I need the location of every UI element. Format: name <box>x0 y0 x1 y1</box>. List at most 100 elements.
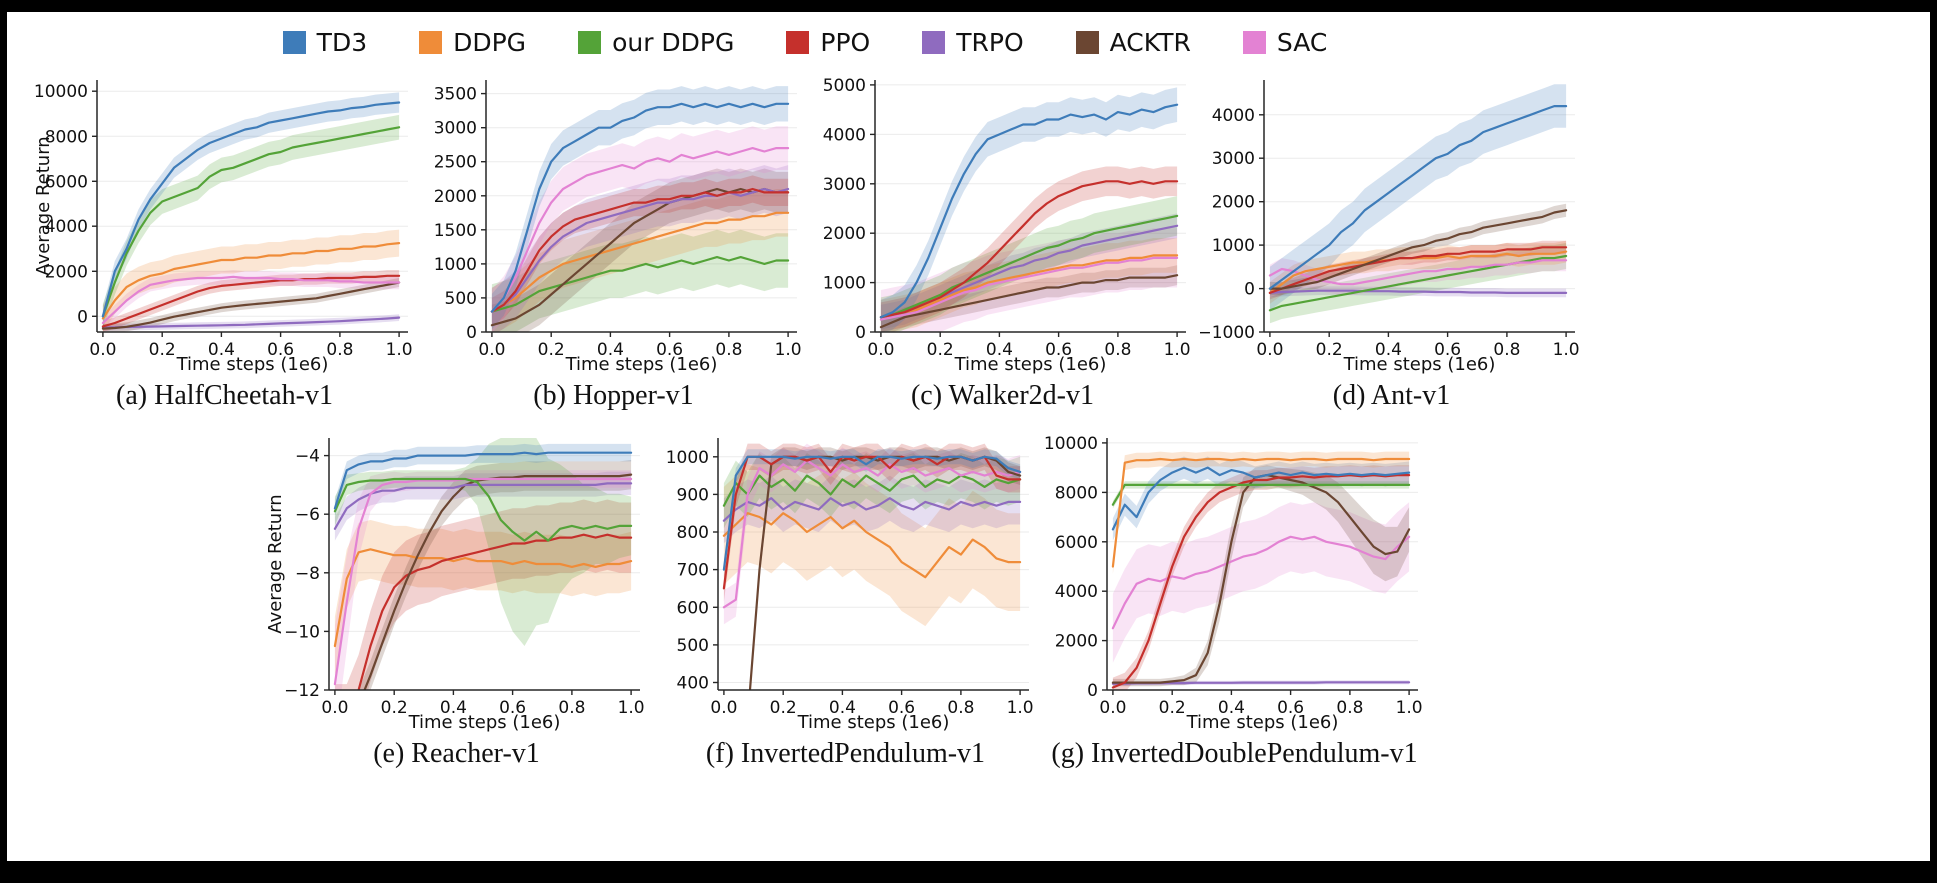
svg-text:2500: 2500 <box>434 153 477 173</box>
svg-text:0.2: 0.2 <box>1159 698 1186 718</box>
plot-walker2d: 0.0 0.2 0.4 0.6 0.8 1.0 0 1000 2000 3000 4000 5000 T… <box>811 70 1194 376</box>
legend-label-sac: SAC <box>1276 27 1328 57</box>
svg-text:6000: 6000 <box>1055 533 1098 553</box>
plot-halfcheetah: 0.0 0.2 0.4 0.6 0.8 1.0 0 2000 4000 6000 8000 10000… <box>33 70 416 376</box>
svg-text:0.6: 0.6 <box>888 698 915 718</box>
svg-text:0.8: 0.8 <box>1336 698 1363 718</box>
legend-label-ddpg: DDPG <box>453 27 527 57</box>
legend-item-ppo: PPO <box>786 28 870 57</box>
svg-text:0.4: 0.4 <box>208 340 235 360</box>
svg-text:0.8: 0.8 <box>1493 340 1520 360</box>
svg-text:0.4: 0.4 <box>986 340 1013 360</box>
svg-text:1500: 1500 <box>434 221 477 241</box>
chart-caption-inverteddoublependulum: (g) InvertedDoublePendulum-v1 <box>1051 738 1418 769</box>
legend-swatch-our-ddpg <box>578 30 602 54</box>
svg-text:0.2: 0.2 <box>538 340 565 360</box>
svg-text:Average Return: Average Return <box>33 136 54 275</box>
chart-caption-ant: (d) Ant-v1 <box>1332 380 1451 411</box>
svg-text:0: 0 <box>466 323 477 343</box>
svg-text:0.4: 0.4 <box>1218 698 1245 718</box>
svg-text:1.0: 1.0 <box>1553 340 1580 360</box>
svg-text:0.6: 0.6 <box>267 340 294 360</box>
chart-reacher: 0.0 0.2 0.4 0.6 0.8 1.0 −12 −10 −8 −6 −4 Time steps… <box>265 428 648 770</box>
legend-swatch-td3 <box>282 30 306 54</box>
svg-text:Time steps (1e6): Time steps (1e6) <box>1343 354 1496 375</box>
svg-text:600: 600 <box>677 598 709 618</box>
svg-text:6000: 6000 <box>45 172 88 192</box>
svg-text:900: 900 <box>677 485 709 505</box>
svg-text:3500: 3500 <box>434 85 477 105</box>
legend-swatch-ddpg <box>419 30 443 54</box>
svg-text:0.2: 0.2 <box>1316 340 1343 360</box>
chart-invertedpendulum: 0.0 0.2 0.4 0.6 0.8 1.0 400 500 600 700 800 900 1000… <box>654 428 1037 770</box>
svg-text:Time steps (1e6): Time steps (1e6) <box>797 712 950 733</box>
figure-content: TD3 DDPG our DDPG PPO TRPO ACKTR SAC 0.0 0.2 0.4… <box>7 12 1603 770</box>
legend-item-ddpg: DDPG <box>419 28 526 57</box>
svg-text:0.0: 0.0 <box>1256 340 1283 360</box>
svg-text:0.0: 0.0 <box>710 698 737 718</box>
legend-item-td3: TD3 <box>282 27 368 57</box>
svg-text:0.0: 0.0 <box>89 340 116 360</box>
chart-svg-0: 0.0 0.2 0.4 0.6 0.8 1.0 0 2000 4000 6000 8000 10000… <box>33 80 413 375</box>
chart-svg-3: 0.0 0.2 0.4 0.6 0.8 1.0 −1000 0 1000 2000 3000 4000… <box>1197 80 1580 375</box>
plot-ant: 0.0 0.2 0.4 0.6 0.8 1.0 −1000 0 1000 2000 3000 4000… <box>1197 70 1583 376</box>
svg-text:2000: 2000 <box>1212 193 1255 213</box>
svg-text:0: 0 <box>1087 681 1098 701</box>
legend: TD3 DDPG our DDPG PPO TRPO ACKTR SAC <box>7 12 1603 62</box>
svg-text:8000: 8000 <box>1055 483 1098 503</box>
svg-text:1.0: 1.0 <box>1396 698 1423 718</box>
legend-label-ppo: PPO <box>820 27 871 57</box>
svg-text:−8: −8 <box>295 564 320 584</box>
legend-item-sac: SAC <box>1242 27 1328 57</box>
svg-text:5000: 5000 <box>823 76 866 96</box>
svg-text:0.6: 0.6 <box>656 340 683 360</box>
chart-caption-invertedpendulum: (f) InvertedPendulum-v1 <box>705 738 986 769</box>
svg-text:0: 0 <box>855 323 866 343</box>
plot-reacher: 0.0 0.2 0.4 0.6 0.8 1.0 −12 −10 −8 −6 −4 Time steps… <box>265 428 648 734</box>
svg-text:0.6: 0.6 <box>1045 340 1072 360</box>
chart-halfcheetah: 0.0 0.2 0.4 0.6 0.8 1.0 0 2000 4000 6000 8000 10000… <box>33 70 416 412</box>
svg-text:Time steps (1e6): Time steps (1e6) <box>408 712 561 733</box>
svg-text:4000: 4000 <box>1055 582 1098 602</box>
svg-text:500: 500 <box>445 289 477 309</box>
svg-text:800: 800 <box>677 523 709 543</box>
chart-svg-6: 0.0 0.2 0.4 0.6 0.8 1.0 0 2000 4000 6000 8000 10000… <box>1044 434 1423 733</box>
svg-text:1000: 1000 <box>823 274 866 294</box>
chart-caption-walker2d: (c) Walker2d-v1 <box>910 380 1095 411</box>
plot-invertedpendulum: 0.0 0.2 0.4 0.6 0.8 1.0 400 500 600 700 800 900 1000… <box>654 428 1037 734</box>
svg-text:3000: 3000 <box>1212 149 1255 169</box>
svg-text:2000: 2000 <box>1055 632 1098 652</box>
svg-text:1000: 1000 <box>434 255 477 275</box>
svg-text:Time steps (1e6): Time steps (1e6) <box>565 354 718 375</box>
svg-text:400: 400 <box>677 674 709 694</box>
charts-row-top: 0.0 0.2 0.4 0.6 0.8 1.0 0 2000 4000 6000 8000 10000… <box>7 70 1603 412</box>
svg-text:0.4: 0.4 <box>829 698 856 718</box>
svg-text:0.2: 0.2 <box>770 698 797 718</box>
svg-text:4000: 4000 <box>1212 106 1255 126</box>
svg-text:Time steps (1e6): Time steps (1e6) <box>176 354 329 375</box>
legend-item-trpo: TRPO <box>922 28 1024 57</box>
svg-text:700: 700 <box>677 561 709 581</box>
chart-svg-1: 0.0 0.2 0.4 0.6 0.8 1.0 0 500 1000 1500 2000 2500 30… <box>434 80 802 375</box>
svg-text:−12: −12 <box>284 681 320 701</box>
chart-walker2d: 0.0 0.2 0.4 0.6 0.8 1.0 0 1000 2000 3000 4000 5000 T… <box>811 70 1194 412</box>
svg-text:−4: −4 <box>295 447 320 467</box>
charts-row-bottom: 0.0 0.2 0.4 0.6 0.8 1.0 −12 −10 −8 −6 −4 Time steps… <box>7 428 1603 770</box>
svg-text:4000: 4000 <box>45 217 88 237</box>
svg-text:0.0: 0.0 <box>321 698 348 718</box>
svg-text:0.8: 0.8 <box>326 340 353 360</box>
svg-text:1.0: 1.0 <box>618 698 645 718</box>
svg-text:500: 500 <box>677 636 709 656</box>
chart-svg-4: 0.0 0.2 0.4 0.6 0.8 1.0 −12 −10 −8 −6 −4 Time steps… <box>265 438 645 733</box>
svg-text:1.0: 1.0 <box>1007 698 1034 718</box>
legend-item-our-ddpg: our DDPG <box>578 28 734 57</box>
chart-inverteddoublependulum: 0.0 0.2 0.4 0.6 0.8 1.0 0 2000 4000 6000 8000 10000… <box>1043 428 1426 770</box>
chart-caption-halfcheetah: (a) HalfCheetah-v1 <box>116 380 333 411</box>
svg-text:1.0: 1.0 <box>775 340 802 360</box>
svg-text:0.2: 0.2 <box>381 698 408 718</box>
legend-label-td3: TD3 <box>316 27 368 57</box>
svg-text:0.6: 0.6 <box>1434 340 1461 360</box>
svg-text:0.0: 0.0 <box>867 340 894 360</box>
svg-text:0.2: 0.2 <box>149 340 176 360</box>
